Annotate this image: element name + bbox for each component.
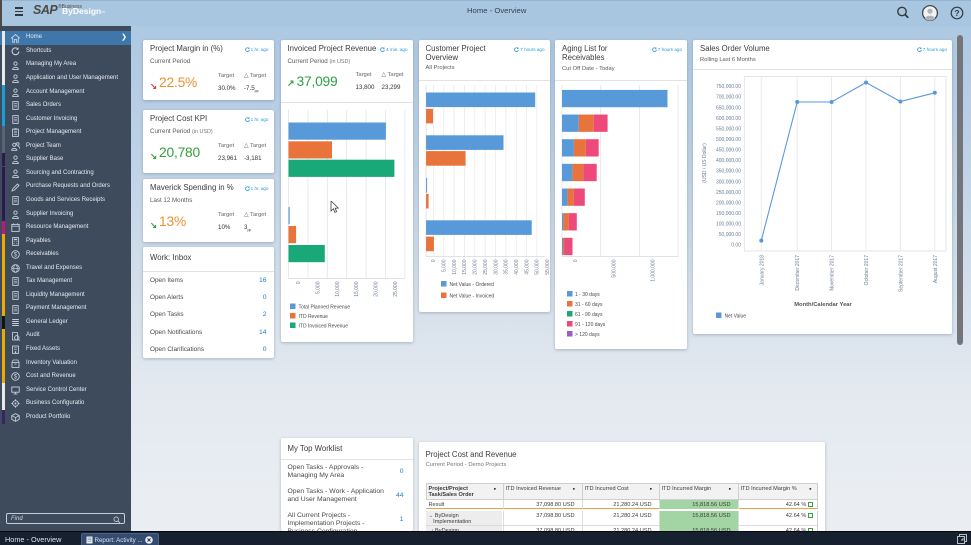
svg-text:$: $ xyxy=(14,253,18,259)
svg-text:40,000: 40,000 xyxy=(514,259,520,275)
svg-text:0: 0 xyxy=(296,281,302,284)
svg-text:550,000.00: 550,000.00 xyxy=(716,126,741,132)
svg-text:61 - 90 days: 61 - 90 days xyxy=(575,312,603,318)
svg-text:500,000: 500,000 xyxy=(612,259,618,277)
svg-text:Total Planned Revenue: Total Planned Revenue xyxy=(298,304,350,310)
svg-text:50,000.00: 50,000.00 xyxy=(719,232,741,238)
svg-text:250,000.00: 250,000.00 xyxy=(716,190,741,196)
svg-text:350,000.00: 350,000.00 xyxy=(716,169,741,175)
svg-text:20,000: 20,000 xyxy=(472,259,478,275)
svg-text:Month/Calendar Year: Month/Calendar Year xyxy=(794,302,852,308)
svg-text:January 2018: January 2018 xyxy=(759,255,765,286)
svg-text:1,000,000: 1,000,000 xyxy=(650,259,656,281)
svg-text:200,000.00: 200,000.00 xyxy=(716,200,741,206)
svg-text:35,000: 35,000 xyxy=(503,259,509,275)
svg-text:$: $ xyxy=(14,375,18,381)
svg-text:ITD Invoiced Revenue: ITD Invoiced Revenue xyxy=(298,323,348,329)
svg-text:> 120 days: > 120 days xyxy=(575,332,600,338)
svg-text:100,000.00: 100,000.00 xyxy=(716,222,741,228)
svg-text:45,000: 45,000 xyxy=(524,259,530,275)
svg-text:5,000: 5,000 xyxy=(441,259,447,272)
svg-text:10,000: 10,000 xyxy=(451,259,457,275)
svg-text:September 2017: September 2017 xyxy=(898,255,904,292)
svg-text:700,000.00: 700,000.00 xyxy=(716,95,741,101)
svg-text:November 2017: November 2017 xyxy=(830,255,836,291)
svg-text:0: 0 xyxy=(431,259,437,262)
svg-text:October 2017: October 2017 xyxy=(864,255,870,286)
svg-text:30,000: 30,000 xyxy=(493,259,499,275)
svg-text:Net Value: Net Value xyxy=(725,313,747,319)
svg-text:5,000: 5,000 xyxy=(315,281,321,294)
svg-text:450,000.00: 450,000.00 xyxy=(716,148,741,154)
svg-text:20,000: 20,000 xyxy=(373,281,379,297)
svg-text:1 - 30 days: 1 - 30 days xyxy=(575,292,600,298)
svg-text:55,000: 55,000 xyxy=(545,259,550,275)
svg-text:500,000.00: 500,000.00 xyxy=(716,137,741,143)
svg-text:31 - 60 days: 31 - 60 days xyxy=(575,302,603,308)
svg-text:25,000: 25,000 xyxy=(393,281,399,297)
svg-text:?: ? xyxy=(954,8,959,18)
svg-text:10,000: 10,000 xyxy=(334,281,340,297)
svg-text:750,000.00: 750,000.00 xyxy=(716,84,741,90)
svg-text:91 - 120 days: 91 - 120 days xyxy=(575,322,606,328)
svg-text:0: 0 xyxy=(573,259,579,262)
svg-text:0.00: 0.00 xyxy=(731,243,741,249)
svg-text:300,000.00: 300,000.00 xyxy=(716,179,741,185)
svg-text:ITD Revenue: ITD Revenue xyxy=(298,314,328,320)
svg-text:15,000: 15,000 xyxy=(354,281,360,297)
svg-text:August 2017: August 2017 xyxy=(933,255,939,283)
svg-text:(USD / US Dollar): (USD / US Dollar) xyxy=(702,143,708,183)
svg-text:Net Value - Ordered: Net Value - Ordered xyxy=(449,282,494,288)
svg-text:Net Value - Invoiced: Net Value - Invoiced xyxy=(449,293,494,299)
svg-text:15,000: 15,000 xyxy=(462,259,468,275)
svg-text:650,000.00: 650,000.00 xyxy=(716,105,741,111)
svg-text:400,000.00: 400,000.00 xyxy=(716,158,741,164)
svg-text:December 2017: December 2017 xyxy=(795,255,801,291)
svg-text:600,000.00: 600,000.00 xyxy=(716,116,741,122)
svg-text:50,000: 50,000 xyxy=(534,259,540,275)
svg-text:150,000.00: 150,000.00 xyxy=(716,211,741,217)
svg-text:25,000: 25,000 xyxy=(483,259,489,275)
